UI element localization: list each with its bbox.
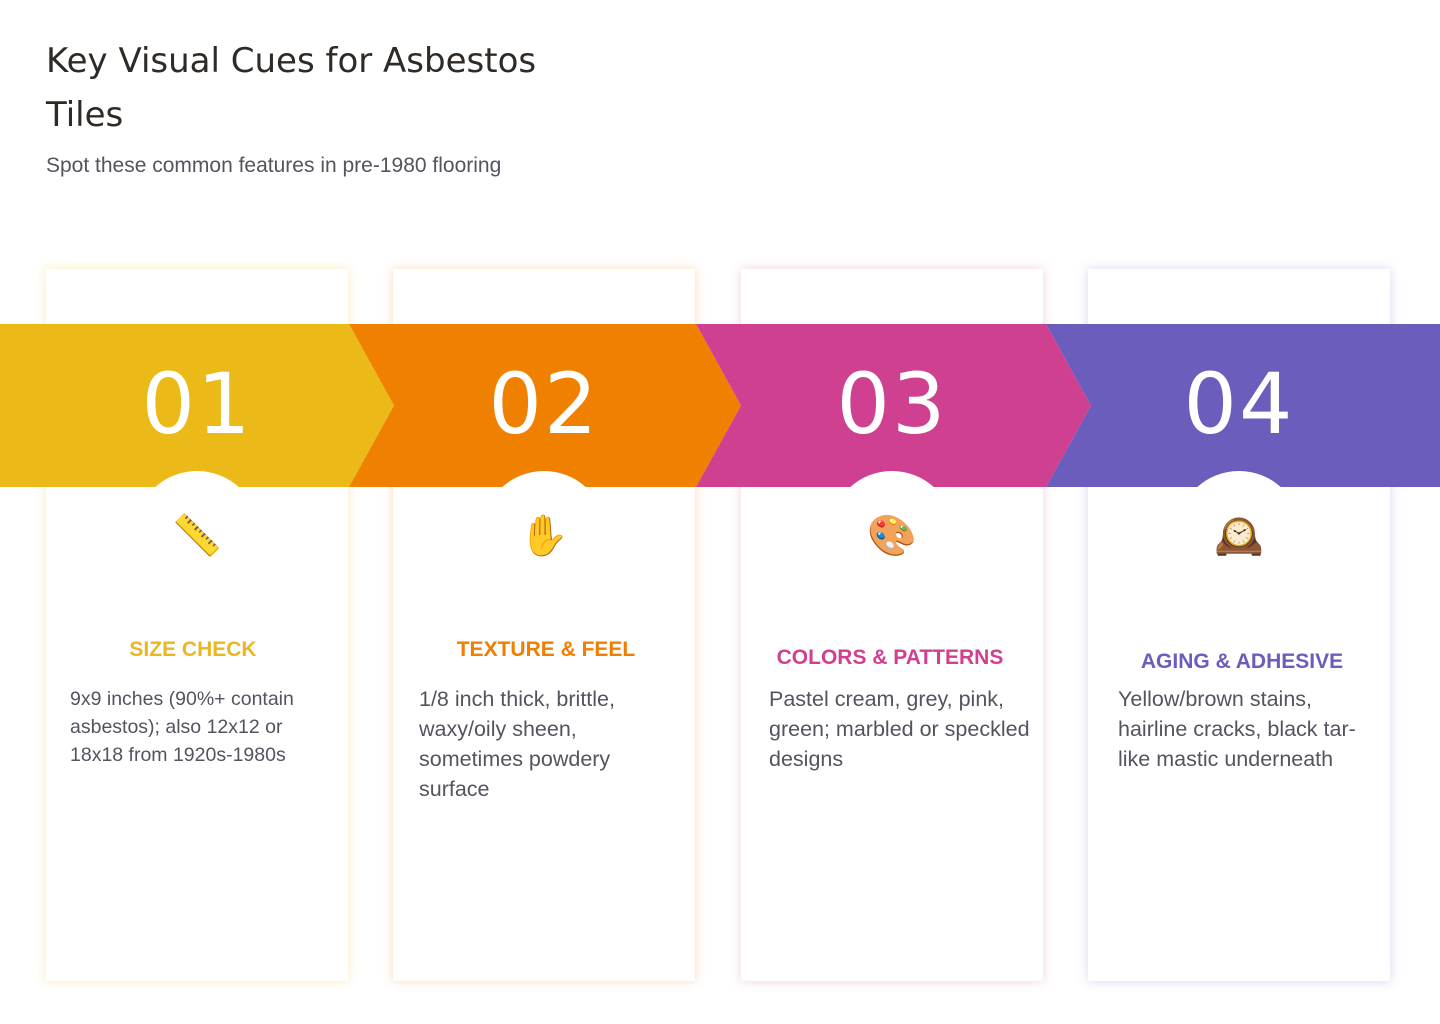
step-number-3: 03 <box>836 355 948 453</box>
step-description-3: Pastel cream, grey, pink, green; marbled… <box>769 687 1030 771</box>
step-description-4: Yellow/brown stains, hairline cracks, bl… <box>1118 687 1356 771</box>
ruler-icon: 📏 <box>172 514 222 558</box>
icon-notch-3 <box>850 471 934 487</box>
icon-notch-1 <box>155 471 239 487</box>
mantelpiece-clock-icon: 🕰️ <box>1214 514 1264 558</box>
arrow-segment-1 <box>0 324 394 487</box>
step-number-2: 02 <box>488 355 600 453</box>
arrow-segment-2 <box>349 324 741 487</box>
step-arrow-band <box>0 324 1440 487</box>
step-title-2: TEXTURE & FEEL <box>456 638 636 661</box>
icon-notch-4 <box>1197 471 1281 487</box>
arrow-segment-3 <box>696 324 1091 487</box>
step-title-1: SIZE CHECK <box>129 638 257 661</box>
arrow-segment-4 <box>1046 324 1440 487</box>
step-number-1: 01 <box>141 355 253 453</box>
step-description-2: 1/8 inch thick, brittle, waxy/oily sheen… <box>419 687 615 801</box>
step-title-4: AGING & ADHESIVE <box>1140 650 1344 673</box>
palette-icon: 🎨 <box>867 514 917 558</box>
step-number-4: 04 <box>1183 355 1295 453</box>
icon-notch-2 <box>502 471 586 487</box>
step-description-1: 9x9 inches (90%+ contain asbestos); also… <box>70 688 294 766</box>
raised-hand-icon: ✋ <box>519 514 569 558</box>
page-subtitle: Spot these common features in pre-1980 f… <box>46 154 502 177</box>
page-title: Key Visual Cues for Asbestos Tiles <box>46 41 537 135</box>
step-title-3: COLORS & PATTERNS <box>776 646 1004 669</box>
